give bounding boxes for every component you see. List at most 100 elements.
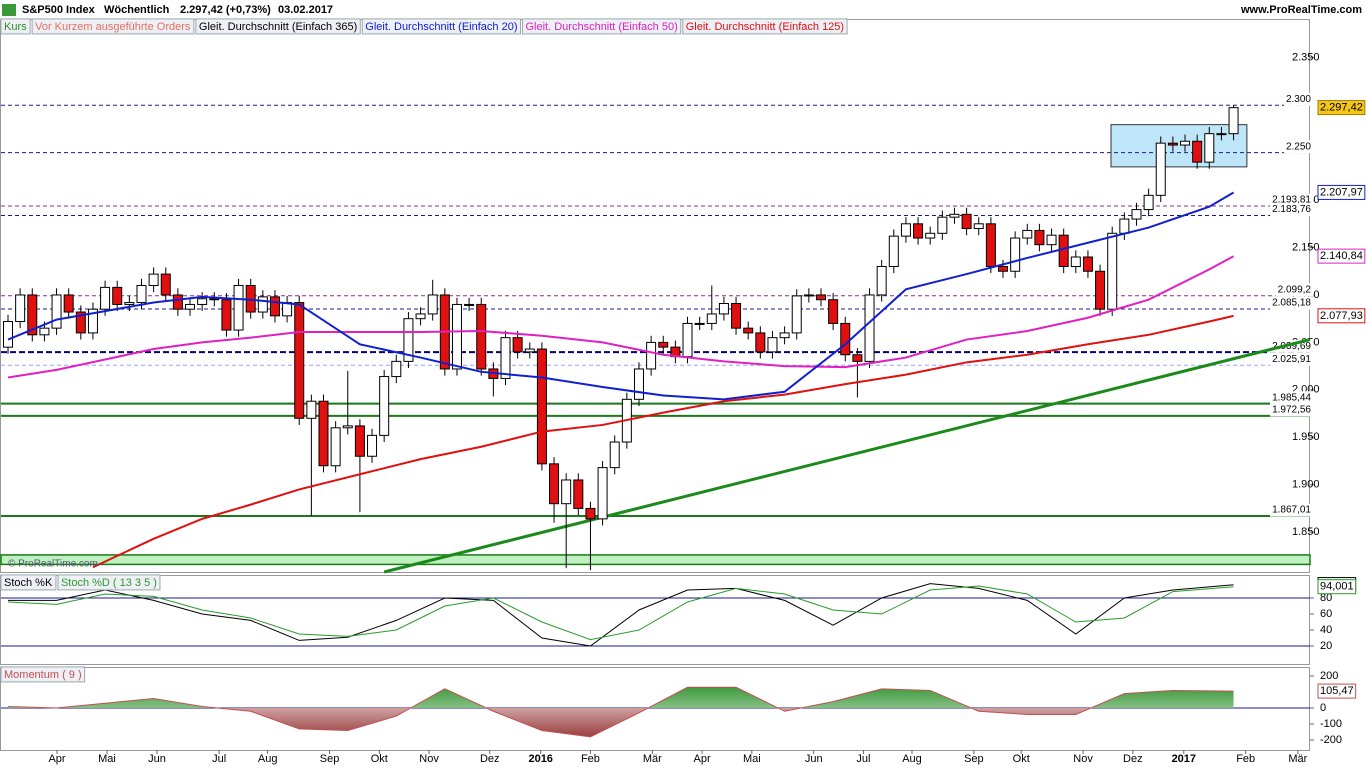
y-tick-label: 0 [1320, 702, 1326, 714]
candle-body [658, 341, 669, 348]
label-bg [1317, 100, 1366, 116]
x-tick-label: Okt [371, 753, 388, 765]
candle-body [391, 360, 402, 378]
candle-body [1192, 140, 1203, 163]
legend-button[interactable] [0, 574, 57, 591]
candle-body [779, 332, 790, 339]
candle-body [561, 479, 572, 505]
y-tick-label: -200 [1320, 734, 1342, 746]
candle-body [367, 434, 378, 457]
legend-entry[interactable]: Stoch %D ( 13 3 5 ) [61, 577, 157, 589]
highlight-box [1110, 124, 1248, 168]
y-tick-label: 2.350 [1292, 52, 1320, 64]
x-tick-label: Sep [964, 753, 984, 765]
legend-button[interactable] [361, 18, 522, 35]
legend-entry[interactable]: Stoch %K [4, 577, 53, 589]
candle-body [51, 294, 62, 329]
candle-body [1022, 229, 1033, 239]
candle-body [87, 308, 98, 334]
price: 2.297,42 (+0,73%) [180, 4, 271, 16]
x-tick-label: Nov [1073, 753, 1093, 765]
candle-body [1034, 229, 1045, 246]
label-bg [1270, 352, 1314, 366]
candle-body [1155, 142, 1166, 196]
candle-body [694, 322, 705, 325]
candle-body [1131, 209, 1142, 220]
candle-body [1107, 232, 1118, 310]
candle-body [379, 376, 390, 436]
candle-body [451, 303, 462, 370]
legend-button[interactable] [31, 18, 195, 35]
x-tick-label: Jul [212, 753, 226, 765]
candle-body [1204, 133, 1215, 163]
series-line [7, 585, 1234, 641]
candle-body [427, 294, 438, 315]
legend-button[interactable] [682, 18, 848, 35]
candle-body [75, 311, 86, 334]
candle-body [925, 232, 936, 239]
legend-button[interactable] [0, 666, 86, 683]
candle-body [718, 303, 729, 315]
label-bg [1317, 184, 1366, 200]
label-bg [1275, 283, 1314, 297]
x-tick-label: Mai [98, 753, 116, 765]
label-bg [1283, 140, 1314, 154]
x-tick-label: 2016 [528, 753, 552, 765]
x-tick-label: Jun [148, 753, 166, 765]
candle-body [269, 296, 280, 317]
legend-entry[interactable]: Gleit. Durchschnitt (Einfach 50) [526, 21, 678, 33]
trendline [383, 338, 1311, 574]
level-label: 2.025,91 [1272, 354, 1311, 365]
x-tick-label: Dez [480, 753, 500, 765]
last-value-badge: 2.207,97 [1320, 186, 1363, 198]
candle-body [1058, 234, 1069, 267]
legend-entry[interactable]: Gleit. Durchschnitt (Einfach 20) [365, 21, 517, 33]
label-bg [1270, 296, 1314, 310]
x-tick-label: Okt [1013, 753, 1030, 765]
candle-body [949, 213, 960, 218]
candle-body [500, 337, 511, 379]
candle-body [888, 235, 899, 267]
y-tick-label: 1.950 [1292, 431, 1320, 443]
candle-body [354, 425, 365, 457]
legend-button[interactable] [522, 18, 682, 35]
legend-entry[interactable]: Gleit. Durchschnitt (Einfach 125) [686, 21, 844, 33]
label-bg [1270, 503, 1314, 517]
legend-entry[interactable]: Gleit. Durchschnitt (Einfach 365) [199, 21, 357, 33]
x-tick-label: Apr [694, 753, 711, 765]
candle-body [112, 286, 123, 305]
y-tick-label: 2.150 [1292, 241, 1320, 253]
label-bg [1270, 203, 1314, 217]
level-label: 2.300 [1286, 94, 1311, 105]
x-tick-label: 2017 [1172, 753, 1196, 765]
candle-body [682, 322, 693, 358]
candle-body [1216, 133, 1227, 136]
legend-button[interactable] [0, 18, 31, 35]
legend-entry[interactable]: Vor Kurzem ausgeführte Orders [35, 21, 191, 33]
legend-button[interactable] [57, 574, 161, 591]
candle-body [815, 294, 826, 301]
period: Wöchentlich [104, 4, 170, 16]
y-tick-label: 80 [1320, 592, 1332, 604]
level-label: 2.099,2 [1278, 284, 1312, 295]
candle-body [197, 298, 208, 305]
candle-body [27, 294, 38, 336]
candle-body [100, 286, 111, 310]
legend-entry[interactable]: Kurs [4, 21, 27, 33]
level-label: 2.085,18 [1272, 298, 1311, 309]
x-tick-label: Dez [1123, 753, 1143, 765]
y-tick-label: 60 [1320, 608, 1332, 620]
candle-body [828, 299, 839, 324]
x-tick-label: Nov [419, 753, 439, 765]
support-zone [0, 554, 1311, 566]
candle-body [136, 284, 147, 304]
momentum-frame [0, 667, 1310, 751]
x-tick-label: Aug [902, 753, 922, 765]
legend-button[interactable] [195, 18, 361, 35]
legend-entry[interactable]: Momentum ( 9 ) [4, 669, 82, 681]
x-tick-label: Feb [581, 753, 600, 765]
area-positive [8, 687, 1234, 709]
candle-body [840, 322, 851, 356]
